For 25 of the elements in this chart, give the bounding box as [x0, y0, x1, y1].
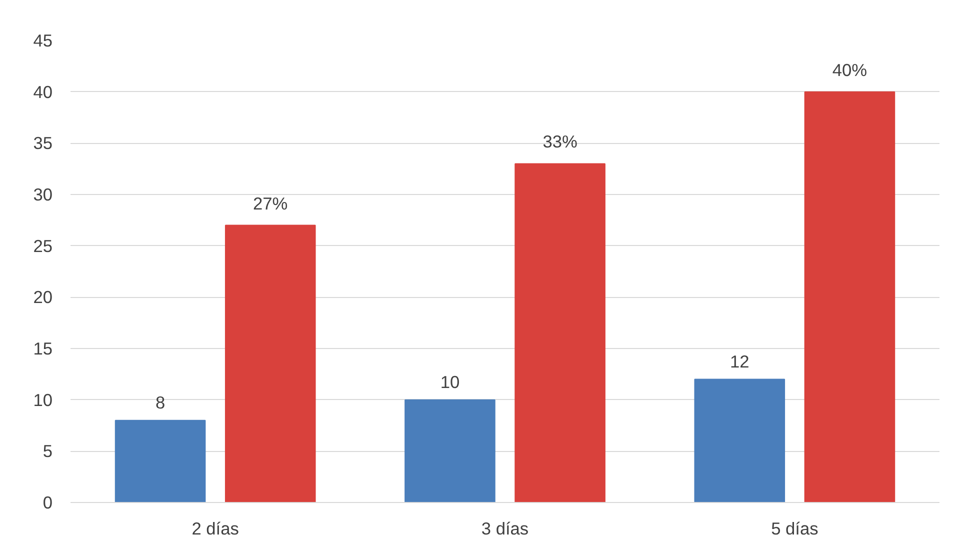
bar — [804, 91, 896, 502]
y-tick-label: 45 — [33, 30, 53, 50]
y-tick-label: 10 — [33, 390, 53, 410]
bar — [514, 163, 606, 502]
data-label: 33% — [542, 132, 578, 152]
data-label: 12 — [730, 351, 750, 372]
data-label: 8 — [155, 392, 166, 412]
x-tick-label: 5 días — [771, 518, 819, 538]
y-tick-label: 0 — [42, 492, 53, 512]
y-tick-label: 5 — [42, 441, 53, 462]
x-tick-label: 3 días — [481, 518, 529, 538]
bar — [114, 420, 206, 502]
data-label: 27% — [253, 193, 288, 214]
bar — [224, 224, 316, 502]
bar — [694, 378, 786, 502]
y-tick-label: 35 — [33, 133, 53, 154]
x-tick-label: 2 días — [192, 518, 240, 538]
y-tick-label: 40 — [33, 82, 53, 102]
data-label: 40% — [832, 60, 868, 80]
data-label: 10 — [440, 372, 460, 392]
y-tick-label: 20 — [33, 287, 53, 308]
y-tick-label: 30 — [33, 184, 53, 204]
y-tick-label: 15 — [33, 338, 53, 358]
bar — [404, 399, 496, 502]
y-tick-label: 25 — [33, 236, 53, 256]
